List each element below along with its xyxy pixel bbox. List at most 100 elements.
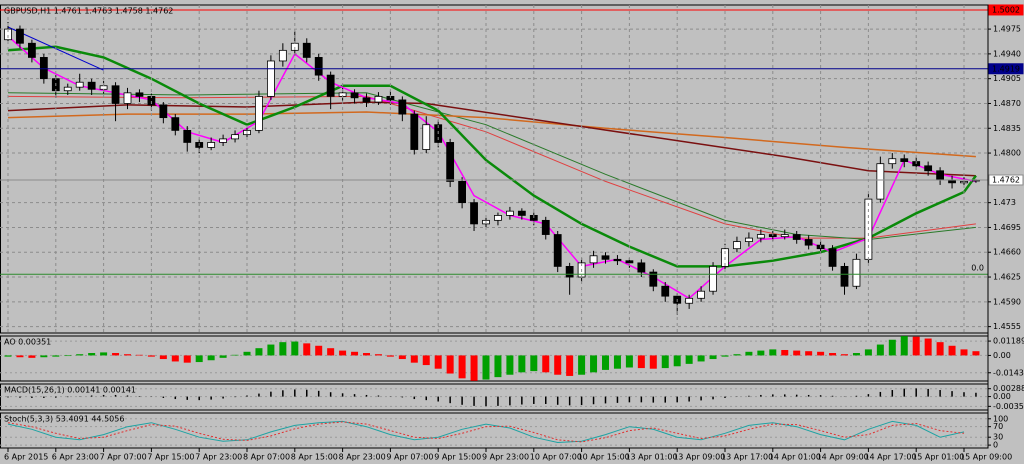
x-tick-label: 15 Apr 09:00 — [960, 453, 1012, 462]
candle-body — [302, 42, 311, 58]
ao-bar — [315, 345, 323, 356]
ao-bar — [912, 336, 920, 356]
ao-bar — [88, 353, 96, 356]
ao-bar — [685, 355, 693, 364]
y-tick-label: 1.4555 — [993, 322, 1021, 331]
ao-bar — [673, 355, 681, 367]
candle-body — [589, 255, 598, 264]
ao-bar — [446, 355, 454, 374]
ao-bar — [841, 354, 848, 356]
ao-bar — [602, 355, 609, 370]
candle-body — [255, 95, 263, 131]
ao-bar — [398, 355, 406, 360]
candle-body — [517, 210, 526, 216]
ao-bar — [554, 355, 562, 375]
y-tick-label: 100 — [993, 414, 1008, 423]
y-tick-label: 1.4695 — [993, 223, 1021, 232]
candle-body — [159, 104, 168, 119]
candle-body — [39, 57, 48, 80]
ao-bar — [757, 350, 765, 356]
candle-body — [745, 237, 753, 243]
y-tick-label: -0.01437 — [993, 368, 1024, 377]
ao-bar — [721, 355, 729, 357]
candle-body — [888, 158, 897, 165]
candle-body — [936, 170, 944, 181]
candle-body — [470, 202, 478, 225]
y-tick-label: 1.4625 — [993, 273, 1021, 282]
ao-bar — [864, 349, 872, 356]
ao-bar — [159, 355, 167, 360]
ao-bar — [410, 355, 418, 363]
x-tick-label: 14 Apr 17:00 — [864, 453, 916, 462]
y-tick-label: 1.4940 — [993, 49, 1021, 58]
ao-bar — [231, 354, 239, 356]
x-tick-label: 14 Apr 01:00 — [769, 453, 821, 462]
x-tick-label: 10 Apr 15:00 — [578, 453, 630, 462]
candle-body — [565, 266, 574, 278]
ao-bar — [530, 355, 538, 372]
y-tick-label: 1.4590 — [993, 297, 1021, 306]
ao-bar — [243, 351, 251, 356]
ao-bar — [434, 355, 442, 369]
ao-bar — [709, 355, 717, 360]
ao-bar — [781, 349, 789, 356]
candle-body — [637, 262, 646, 273]
y-tick-label: 0.01189 — [993, 337, 1024, 346]
moving-average — [7, 45, 977, 268]
price-level-box — [988, 174, 1024, 186]
candle-body — [709, 266, 717, 292]
candle-body — [505, 210, 514, 216]
ao-bar — [339, 350, 347, 356]
ao-bar — [327, 348, 335, 356]
candle-body — [422, 124, 431, 150]
candle-body — [231, 134, 239, 140]
ao-bar — [625, 355, 633, 368]
ao-bar — [4, 355, 12, 357]
ao-bar — [888, 339, 896, 356]
candle-body — [410, 113, 419, 150]
x-tick-label: 14 Apr 09:00 — [817, 453, 869, 462]
ao-bar — [924, 338, 932, 356]
ao-bar — [936, 342, 944, 356]
ao-bar — [637, 355, 645, 369]
candle-body — [900, 158, 909, 162]
x-tick-label: 9 Apr 23:00 — [482, 453, 529, 462]
y-tick-label: 1.4835 — [993, 124, 1021, 133]
candle-body — [266, 60, 275, 97]
ao-bar — [948, 345, 956, 356]
moving-average — [7, 92, 976, 241]
moving-average — [7, 101, 976, 177]
ao-bar — [147, 355, 155, 357]
ao-bar — [566, 355, 574, 376]
candle-body — [374, 95, 383, 103]
ao-bar — [171, 355, 179, 362]
y-tick-label: -0.00357 — [993, 402, 1024, 411]
ao-bar — [207, 355, 215, 361]
ao-bar — [374, 354, 382, 356]
ao-bar — [578, 355, 586, 375]
candle-body — [63, 86, 72, 92]
candle-body — [685, 297, 694, 304]
ao-bar — [279, 342, 287, 356]
x-tick-label: 9 Apr 15:00 — [434, 453, 481, 462]
ao-bar — [135, 354, 143, 356]
fib-label: 0.0 — [971, 264, 984, 273]
y-tick-label: 1.473 — [993, 198, 1016, 207]
candle-body — [733, 241, 741, 250]
ao-bar — [28, 355, 36, 358]
ao-bar — [613, 355, 621, 369]
y-tick-label: 1.4975 — [993, 25, 1021, 34]
candle-body — [350, 92, 359, 99]
ao-bar — [697, 355, 705, 362]
y-tick-label: 1.4800 — [993, 149, 1021, 158]
x-tick-label: 9 Apr 07:00 — [386, 453, 433, 462]
candle-body — [494, 215, 502, 221]
ao-bar — [255, 348, 263, 356]
x-tick-label: 13 Apr 17:00 — [721, 453, 773, 462]
ao-bar — [76, 354, 84, 356]
y-tick-label: 0.00 — [993, 351, 1011, 360]
ao-bar — [124, 354, 131, 356]
ao-bar — [745, 351, 753, 356]
y-tick-label: 0 — [993, 441, 998, 450]
x-tick-label: 10 Apr 07:00 — [530, 453, 582, 462]
